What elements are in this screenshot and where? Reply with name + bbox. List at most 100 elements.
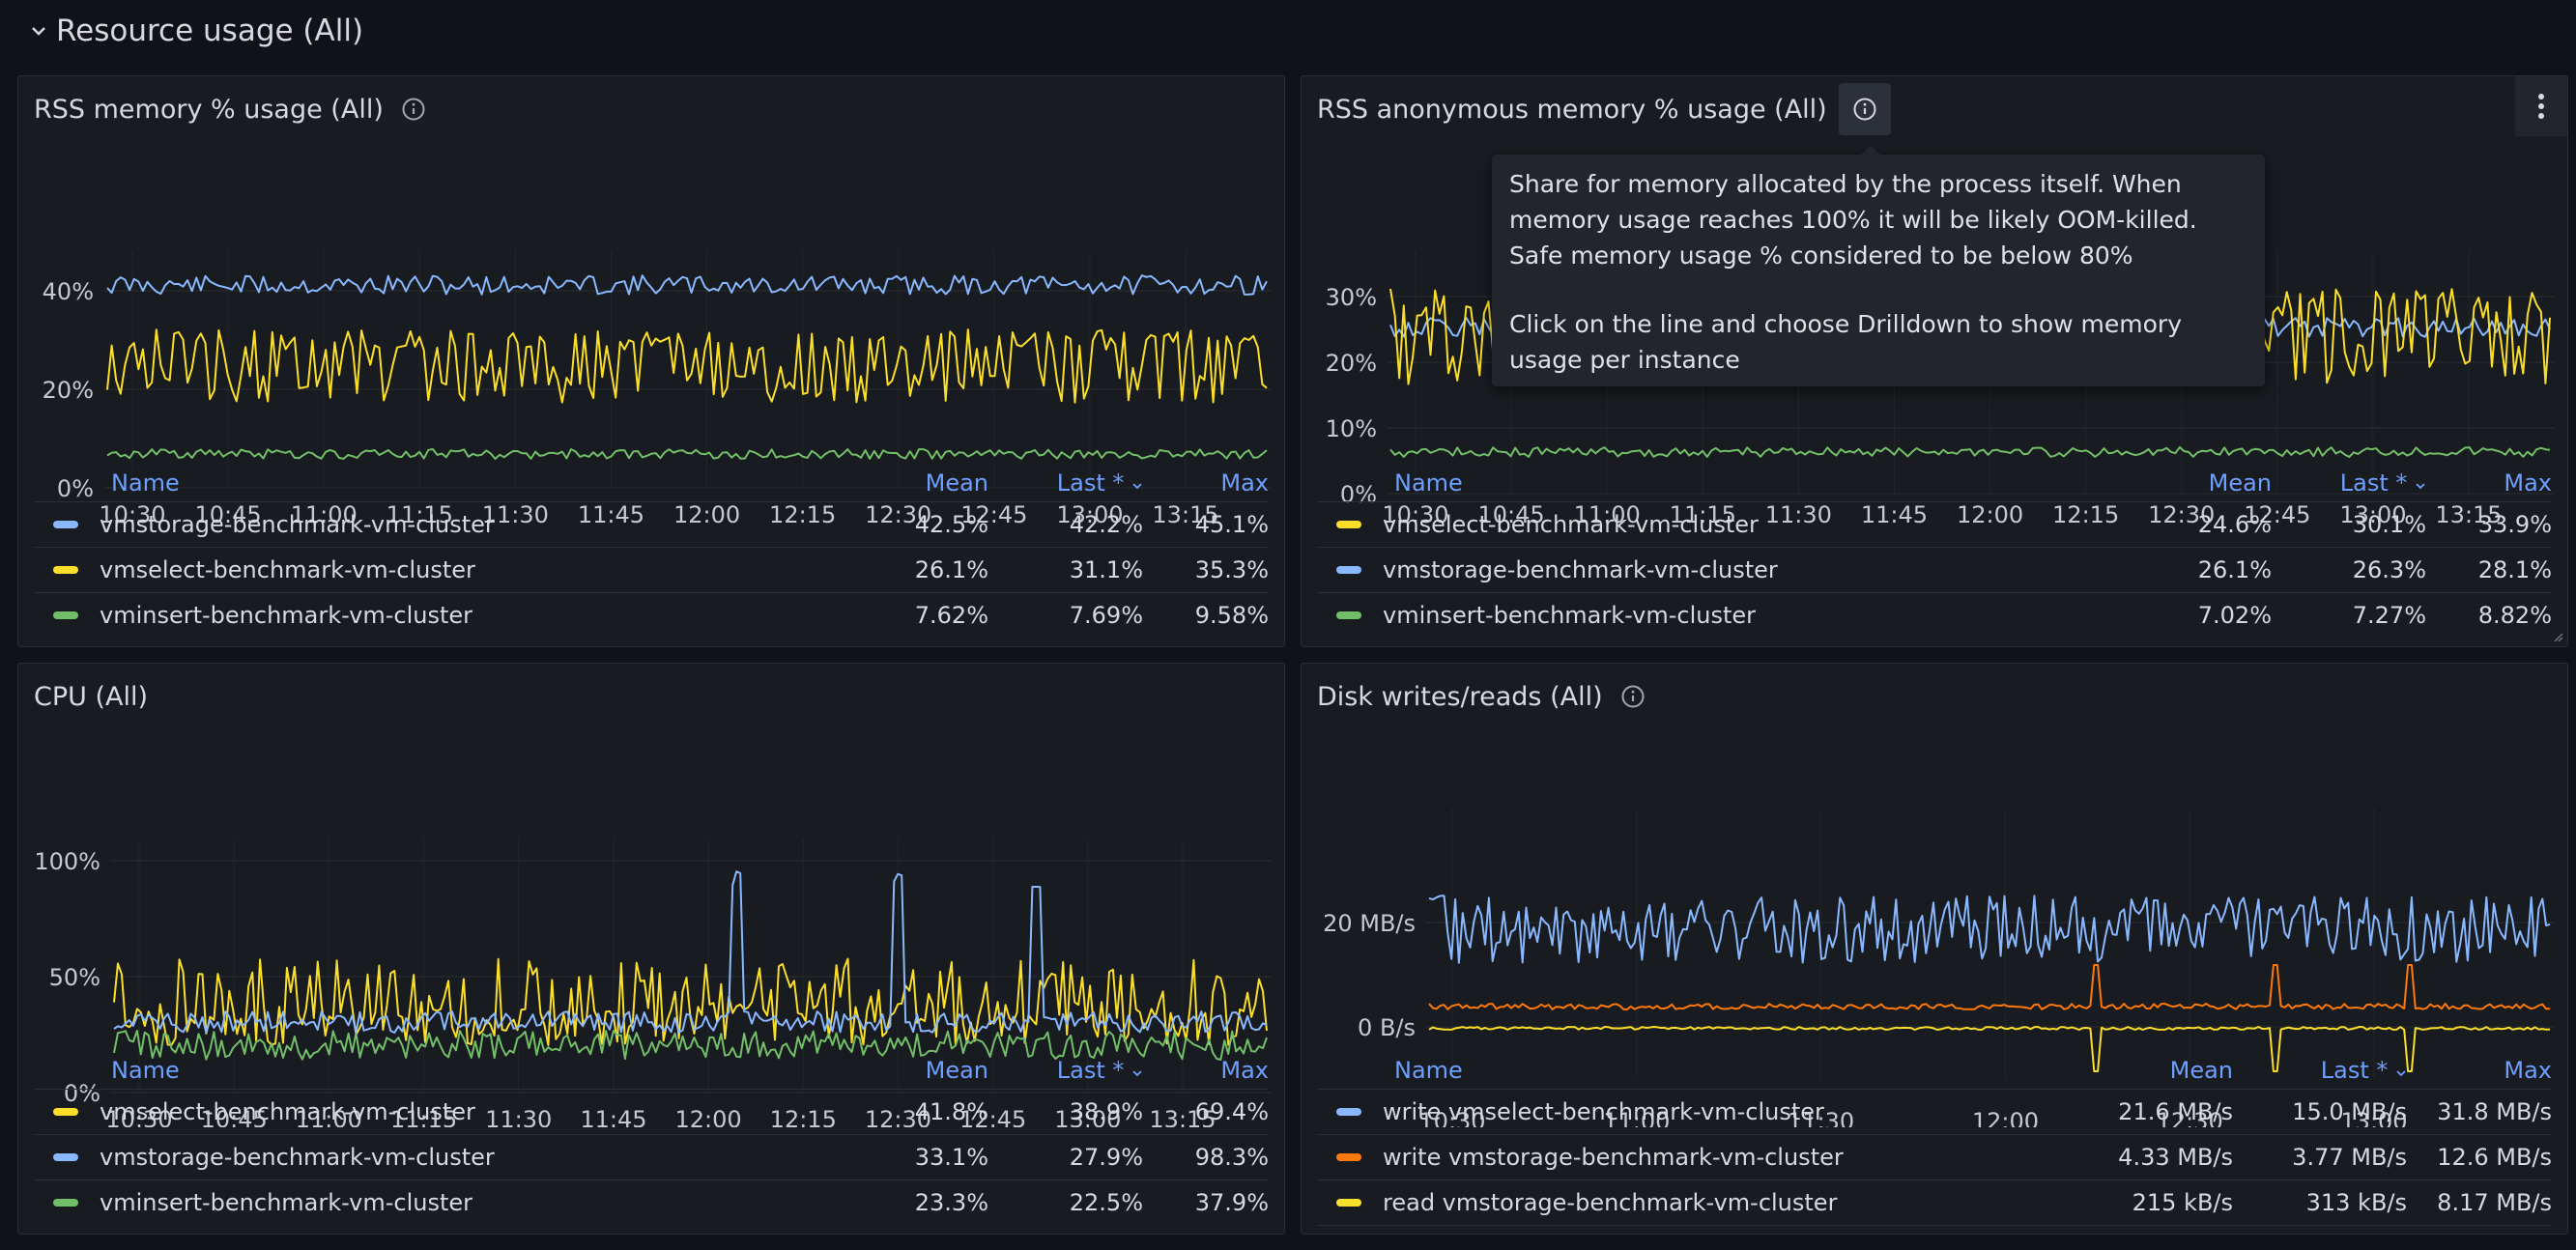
x-tick-label: 13:00 [2339, 501, 2406, 528]
series-color-swatch [1336, 521, 1361, 528]
legend-col-last[interactable]: Last * [988, 469, 1143, 497]
info-icon [1621, 685, 1645, 708]
legend-row[interactable]: vmselect-benchmark-vm-cluster 41.8% 38.9% 6… [34, 1089, 1269, 1134]
legend-col-last[interactable]: Last * [988, 1057, 1143, 1084]
series-mean: 26.1% [2197, 556, 2272, 583]
series-last: 38.9% [1069, 1098, 1143, 1125]
x-tick-label: 12:00 [1972, 1108, 2039, 1127]
x-tick-label: 12:30 [865, 1106, 931, 1127]
panel-cpu[interactable]: CPU (All) 100% 50% 0% 10:30 10:45 11:00 11:15 1… [17, 663, 1285, 1235]
chart-disk-writes-reads[interactable]: 20 MB/s 0 B/s 10:30 11:00 11:30 12:00 12:30 13:… [1302, 751, 2568, 1127]
series-mean: 41.8% [914, 1098, 988, 1125]
series-line-vmstorage[interactable] [113, 870, 1268, 1034]
series-mean: 42.5% [914, 511, 988, 538]
series-color-swatch [53, 1153, 78, 1161]
series-name: vmselect-benchmark-vm-cluster [100, 556, 475, 583]
series-name: vmselect-benchmark-vm-cluster [100, 1098, 475, 1125]
series-line-vmselect[interactable] [106, 328, 1268, 404]
x-tick-label: 10:45 [201, 1106, 268, 1127]
legend-col-name[interactable]: Name [111, 1057, 180, 1084]
legend-row[interactable]: read vminsert-benchmark-vm-cluster137 B/… [1317, 1225, 2552, 1234]
legend-col-mean[interactable]: Mean [925, 469, 988, 497]
series-line-vmselect[interactable] [113, 957, 1268, 1046]
series-line-vminsert[interactable] [1389, 446, 2551, 458]
y-tick-label: 100% [34, 848, 100, 875]
series-last: 31.1% [1069, 556, 1143, 583]
legend-header: Name Mean Last * Max [1317, 1052, 2552, 1089]
series-max: 69.4% [1194, 1098, 1269, 1125]
panel-title: Disk writes/reads (All) [1317, 681, 1603, 712]
x-tick-label: 11:30 [1788, 1108, 1854, 1127]
y-tick-label: 0% [1340, 481, 1377, 508]
legend-col-last[interactable]: Last * [2272, 469, 2426, 497]
info-icon [402, 98, 425, 121]
legend-col-last[interactable]: Last * [2233, 1057, 2407, 1084]
x-tick-label: 13:15 [2435, 501, 2502, 528]
panel-rss-memory[interactable]: RSS memory % usage (All) 40% 20% 0% 10:30 10… [17, 75, 1285, 647]
legend-row[interactable]: vminsert-benchmark-vm-cluster 7.02% 7.27% 8… [1317, 592, 2552, 638]
series-last: 22.5% [1069, 1189, 1143, 1216]
series-line-read-vmstorage[interactable] [1428, 1026, 2551, 1072]
legend-col-name[interactable]: Name [1394, 469, 1463, 497]
chart-cpu[interactable]: 100% 50% 0%10:30 10:45 11:00 11:15 11:30 11:45 1… [18, 760, 1285, 1127]
legend-col-max[interactable]: Max [2504, 469, 2552, 497]
legend-row[interactable]: vminsert-benchmark-vm-cluster 7.62% 7.69% 9… [34, 592, 1269, 638]
y-tick-label: 30% [1326, 284, 1377, 311]
legend-row[interactable]: write vmselect-benchmark-vm-cluster 21.6 … [1317, 1089, 2552, 1134]
series-color-swatch [1336, 1153, 1361, 1161]
series-line-write-vmselect[interactable] [1428, 895, 2551, 964]
x-tick-label: 12:00 [673, 501, 740, 528]
row-title: Resource usage (All) [56, 14, 364, 48]
legend-row[interactable]: write vmstorage-benchmark-vm-cluster 4.33… [1317, 1134, 2552, 1179]
legend-row[interactable]: read vmstorage-benchmark-vm-cluster 215 k… [1317, 1179, 2552, 1225]
legend-row[interactable]: vmstorage-benchmark-vm-cluster 26.1% 26.3%… [1317, 547, 2552, 592]
series-line-vminsert[interactable] [113, 1030, 1268, 1061]
info-icon [1853, 98, 1876, 121]
legend-row[interactable]: vmselect-benchmark-vm-cluster 26.1% 31.1% 3… [34, 547, 1269, 592]
chart-rss-memory[interactable]: 40% 20% 0%10:30 10:45 11:00 11:15 11:30 11:45 12… [18, 221, 1285, 540]
legend-col-max[interactable]: Max [1220, 469, 1269, 497]
panel-title: RSS anonymous memory % usage (All) [1317, 94, 1827, 125]
legend-col-mean[interactable]: Mean [925, 1057, 988, 1084]
row-header-resource-usage[interactable]: Resource usage (All) [29, 12, 363, 50]
legend-row[interactable]: vmselect-benchmark-vm-cluster 24.6% 30.1% 3… [1317, 501, 2552, 547]
series-color-swatch [1336, 566, 1361, 574]
legend-row[interactable]: vmstorage-benchmark-vm-cluster 42.5% 42.2%… [34, 501, 1269, 547]
series-color-swatch [53, 566, 78, 574]
chart-rss-anonymous-memory[interactable]: 30% 20% 10% 0%10:30 10:45 11:00 11:15 11:30 11:4… [1302, 221, 2568, 540]
legend-col-name[interactable]: Name [1394, 1057, 1463, 1084]
series-last: 3.77 MB/s [2292, 1144, 2407, 1171]
series-last: 30.1% [2352, 511, 2426, 538]
series-last: 26.3% [2352, 556, 2426, 583]
x-tick-label: 13:15 [1152, 501, 1218, 528]
series-line-write-vmstorage[interactable] [1428, 964, 2551, 1010]
legend-row[interactable]: vminsert-benchmark-vm-cluster 23.3% 22.5% 3… [34, 1179, 1269, 1225]
x-tick-label: 12:00 [675, 1106, 742, 1127]
info-button[interactable] [1620, 684, 1646, 709]
x-tick-label: 11:15 [1670, 501, 1736, 528]
info-button[interactable] [401, 97, 426, 122]
x-tick-label: 12:15 [770, 1106, 837, 1127]
series-line-vminsert[interactable] [106, 448, 1268, 460]
legend-col-mean[interactable]: Mean [2169, 1057, 2233, 1084]
legend-col-name[interactable]: Name [111, 469, 180, 497]
legend-col-max[interactable]: Max [1220, 1057, 1269, 1084]
legend-row[interactable]: vmstorage-benchmark-vm-cluster 33.1% 27.9%… [34, 1134, 1269, 1179]
panel-disk-writes-reads[interactable]: Disk writes/reads (All) 20 MB/s 0 B/s 10:3… [1301, 663, 2568, 1235]
series-name: write vmselect-benchmark-vm-cluster [1383, 1098, 1824, 1125]
info-button[interactable] [1838, 83, 1891, 135]
legend-header: Name Mean Last * Max [1317, 465, 2552, 501]
panel-title: CPU (All) [34, 681, 149, 712]
series-line-vmstorage[interactable] [106, 274, 1268, 296]
resize-handle-icon[interactable] [2552, 631, 2563, 642]
series-name: vmstorage-benchmark-vm-cluster [100, 1144, 495, 1171]
series-color-swatch [53, 611, 78, 619]
panel-menu-button[interactable] [2515, 76, 2567, 136]
series-last: 27.9% [1069, 1144, 1143, 1171]
series-max: 45.1% [1194, 511, 1269, 538]
legend-col-max[interactable]: Max [2504, 1057, 2552, 1084]
series-max: 28.1% [2477, 556, 2552, 583]
series-max: 8.17 MB/s [2437, 1189, 2552, 1216]
legend-col-mean[interactable]: Mean [2208, 469, 2272, 497]
series-max: 31.8 MB/s [2437, 1098, 2552, 1125]
